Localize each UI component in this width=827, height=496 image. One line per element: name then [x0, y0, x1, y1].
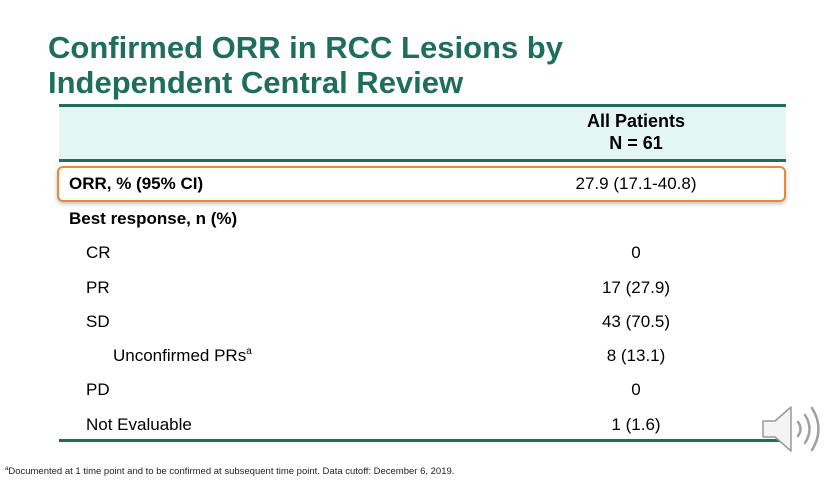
row-label-text: Unconfirmed PRs — [113, 346, 247, 366]
row-value: 17 (27.9) — [601, 277, 671, 297]
row-value: 43 (70.5) — [601, 311, 671, 331]
slide-title: Confirmed ORR in RCC Lesions by Independ… — [48, 30, 563, 100]
table-row: SD 43 (70.5) — [59, 305, 786, 339]
orr-highlight-box — [57, 166, 786, 202]
orr-row: ORR, % (95% CI) 27.9 (17.1-40.8) — [57, 166, 786, 202]
footnote-marker: a — [246, 346, 252, 358]
row-value: 0 — [631, 380, 641, 400]
table-bottom-rule — [59, 439, 786, 443]
header-line-2: N = 61 — [609, 133, 663, 153]
results-table: All Patients N = 61 ORR, % (95% CI) 27.9… — [57, 104, 786, 443]
row-label: Not Evaluable — [86, 414, 192, 434]
table-row: Unconfirmed PRsa 8 (13.1) — [59, 339, 786, 373]
footnote-text: Documented at 1 time point and to be con… — [8, 466, 455, 477]
footnote: aDocumented at 1 time point and to be co… — [5, 466, 454, 477]
best-response-row: Best response, n (%) — [59, 202, 786, 236]
row-value: 8 (13.1) — [606, 346, 666, 366]
table-row: Not Evaluable 1 (1.6) — [59, 408, 786, 442]
table-header: All Patients N = 61 — [59, 104, 786, 162]
row-label: PR — [86, 277, 110, 297]
row-value: 0 — [631, 243, 641, 263]
all-patients-column-header: All Patients N = 61 — [515, 110, 757, 154]
row-label: Unconfirmed PRsa — [113, 339, 252, 373]
best-response-label: Best response, n (%) — [69, 209, 238, 228]
row-label: PD — [86, 380, 110, 400]
row-label: SD — [86, 311, 110, 331]
header-line-1: All Patients — [586, 111, 686, 131]
row-label: CR — [86, 243, 111, 263]
table-row: PD 0 — [59, 373, 786, 407]
orr-value: 27.9 (17.1-40.8) — [575, 174, 697, 193]
footnote-marker: a — [5, 466, 9, 472]
table-row: PR 17 (27.9) — [59, 271, 786, 305]
orr-label: ORR, % (95% CI) — [69, 174, 204, 193]
speaker-icon[interactable] — [760, 403, 824, 455]
table-row: CR 0 — [59, 236, 786, 270]
row-value: 1 (1.6) — [611, 414, 661, 434]
